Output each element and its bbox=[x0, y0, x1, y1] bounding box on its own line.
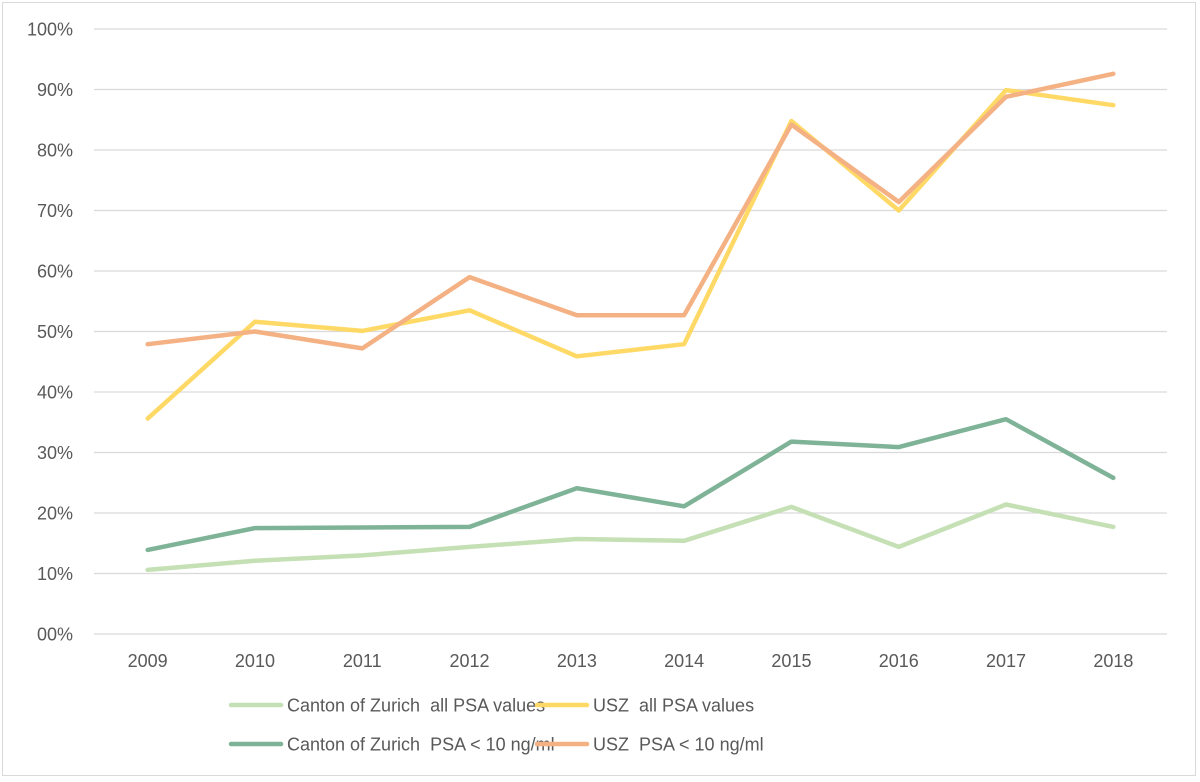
x-tick-label: 2016 bbox=[879, 651, 919, 671]
legend-label: Canton of Zurich PSA < 10 ng/ml bbox=[287, 735, 555, 755]
legend-item: Canton of Zurich PSA < 10 ng/ml bbox=[231, 735, 555, 755]
x-tick-label: 2015 bbox=[771, 651, 811, 671]
series-line-1 bbox=[148, 90, 1114, 419]
y-tick-label: 20% bbox=[37, 504, 73, 524]
x-tick-label: 2012 bbox=[450, 651, 490, 671]
y-tick-label: 80% bbox=[37, 141, 73, 161]
y-tick-label: 100% bbox=[27, 20, 73, 40]
legend-item: Canton of Zurich all PSA values bbox=[231, 696, 545, 716]
x-tick-label: 2009 bbox=[128, 651, 168, 671]
y-tick-label: 60% bbox=[37, 262, 73, 282]
y-tick-label: 30% bbox=[37, 443, 73, 463]
legend-label: USZ all PSA values bbox=[593, 696, 754, 716]
series-line-2 bbox=[148, 419, 1114, 550]
y-tick-label: 00% bbox=[37, 625, 73, 645]
y-tick-label: 90% bbox=[37, 80, 73, 100]
series-lines bbox=[148, 74, 1114, 570]
legend-label: Canton of Zurich all PSA values bbox=[287, 696, 545, 716]
x-tick-label: 2010 bbox=[235, 651, 275, 671]
y-tick-label: 40% bbox=[37, 383, 73, 403]
y-tick-label: 70% bbox=[37, 201, 73, 221]
legend-label: USZ PSA < 10 ng/ml bbox=[593, 735, 764, 755]
x-tick-label: 2011 bbox=[343, 651, 382, 671]
legend-item: USZ PSA < 10 ng/ml bbox=[537, 735, 764, 755]
y-axis-ticks: 00% 10% 20% 30% 40% 50% 60% 70% 80% 90% 100% bbox=[27, 20, 73, 645]
legend: Canton of Zurich all PSA values USZ all P… bbox=[231, 696, 764, 755]
x-tick-label: 2018 bbox=[1093, 651, 1133, 671]
x-tick-label: 2017 bbox=[986, 651, 1026, 671]
y-tick-label: 10% bbox=[37, 564, 73, 584]
y-tick-label: 50% bbox=[37, 322, 73, 342]
x-tick-label: 2013 bbox=[557, 651, 597, 671]
series-line-0 bbox=[148, 505, 1114, 570]
x-axis-ticks: 2009 2010 2011 2012 2013 2014 2015 2016 2017 2018 bbox=[128, 651, 1134, 671]
x-tick-label: 2014 bbox=[664, 651, 704, 671]
legend-item: USZ all PSA values bbox=[537, 696, 754, 716]
